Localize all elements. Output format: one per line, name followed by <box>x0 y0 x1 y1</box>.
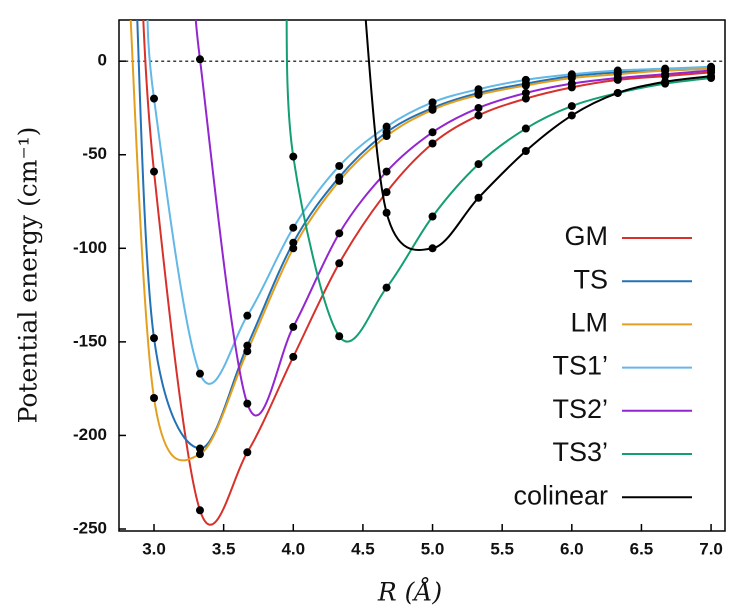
data-point <box>521 94 530 103</box>
data-point <box>661 70 670 79</box>
y-tick-label: -200 <box>73 425 107 444</box>
data-point <box>289 238 298 247</box>
data-point <box>243 448 252 457</box>
data-point <box>428 98 437 107</box>
y-tick-label: -150 <box>73 331 107 350</box>
data-point <box>567 102 576 111</box>
data-point <box>382 122 391 131</box>
data-point <box>428 128 437 137</box>
data-point <box>289 322 298 331</box>
data-point <box>382 132 391 141</box>
data-point <box>289 223 298 232</box>
data-point <box>382 167 391 176</box>
series-line <box>285 20 712 343</box>
data-point <box>661 77 670 86</box>
data-point <box>567 70 576 79</box>
y-tick-label: -100 <box>73 238 107 257</box>
data-point <box>613 74 622 83</box>
data-point <box>474 160 483 169</box>
x-tick-label: 3.0 <box>142 539 166 558</box>
data-point <box>382 188 391 197</box>
data-point <box>613 66 622 75</box>
x-tick-label: 5.0 <box>421 539 445 558</box>
data-point <box>289 152 298 161</box>
x-tick-label: 6.5 <box>630 539 654 558</box>
data-point <box>707 72 716 81</box>
x-tick-label: 6.0 <box>560 539 584 558</box>
data-point <box>195 506 204 515</box>
legend-label: TS1’ <box>552 351 608 381</box>
data-point <box>474 111 483 120</box>
x-tick-label: 4.0 <box>281 539 305 558</box>
x-tick-label: 3.5 <box>212 539 236 558</box>
data-point <box>195 369 204 378</box>
x-tick-label: 7.0 <box>699 539 723 558</box>
data-point <box>195 55 204 64</box>
legend-label: TS <box>573 264 608 294</box>
x-tick-label: 4.5 <box>351 539 375 558</box>
y-tick-label: 0 <box>98 51 107 70</box>
data-point <box>243 341 252 350</box>
series-line <box>129 20 712 462</box>
data-point <box>335 332 344 341</box>
series-line <box>136 20 712 450</box>
data-point <box>335 161 344 170</box>
x-tick-label: 5.5 <box>490 539 514 558</box>
data-point <box>150 94 159 103</box>
data-point <box>195 444 204 453</box>
y-tick-label: -50 <box>82 144 107 163</box>
data-point <box>474 193 483 202</box>
legend-label: TS2’ <box>552 394 608 424</box>
data-point <box>428 139 437 148</box>
data-point <box>243 399 252 408</box>
data-point <box>243 311 252 320</box>
legend-label: GM <box>565 221 609 251</box>
legend-label: colinear <box>513 480 608 510</box>
data-point <box>289 244 298 253</box>
plot-area <box>119 20 725 526</box>
data-point <box>428 105 437 114</box>
series-line <box>142 20 712 526</box>
y-axis-label: Potential energy (cm⁻¹) <box>14 127 43 424</box>
data-point <box>150 394 159 403</box>
data-point <box>474 85 483 94</box>
legend-label: LM <box>570 308 608 338</box>
data-point <box>335 259 344 268</box>
series-line <box>364 20 712 251</box>
data-point <box>428 244 437 253</box>
plot-frame <box>118 19 726 532</box>
data-point <box>567 111 576 120</box>
legend-label: TS3’ <box>552 437 608 467</box>
data-point <box>289 352 298 361</box>
data-point <box>335 229 344 238</box>
y-tick-label: -250 <box>73 518 107 537</box>
data-point <box>567 79 576 88</box>
data-point <box>613 88 622 97</box>
data-point <box>521 88 530 97</box>
data-point <box>382 283 391 292</box>
data-point <box>335 176 344 185</box>
data-point <box>521 146 530 155</box>
data-point <box>661 64 670 73</box>
data-point <box>707 66 716 75</box>
series-line <box>194 20 712 417</box>
data-point <box>428 212 437 221</box>
data-point <box>243 347 252 356</box>
data-point <box>382 208 391 217</box>
data-point <box>150 167 159 176</box>
data-point <box>150 334 159 343</box>
data-point <box>195 450 204 459</box>
x-axis-label: R (Å) <box>377 577 442 607</box>
data-point <box>474 103 483 112</box>
data-point <box>521 75 530 84</box>
data-point <box>521 81 530 90</box>
series-line <box>146 20 712 385</box>
data-point <box>521 124 530 133</box>
data-point <box>474 90 483 99</box>
